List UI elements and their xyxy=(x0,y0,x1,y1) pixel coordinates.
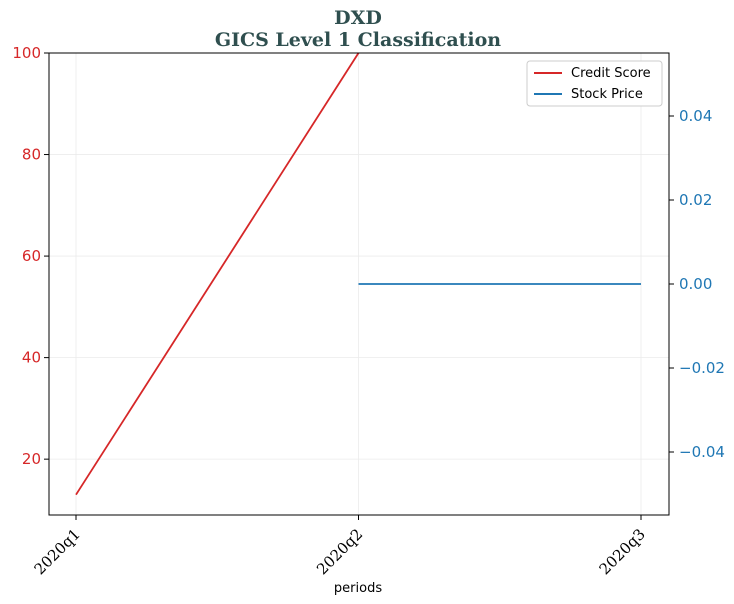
y-left-tick-label: 60 xyxy=(22,247,41,265)
y-right-tick-label: −0.02 xyxy=(679,359,725,377)
y-right-tick-label: 0.02 xyxy=(679,191,712,209)
chart-title: DXD xyxy=(334,7,382,29)
series-line-credit-score xyxy=(75,52,360,496)
y-left-tick-label: 80 xyxy=(22,146,41,164)
y-right-tick-label: 0.00 xyxy=(679,275,712,293)
axes: 2020q1 2020q2 2020q3 20 40 60 80 100 −0.04 −0.02 0… xyxy=(12,44,725,578)
y-left-tick-label: 40 xyxy=(22,349,41,367)
legend-label-stock-price: Stock Price xyxy=(571,87,643,102)
y-left-tick-label: 100 xyxy=(12,44,41,62)
plot-area xyxy=(75,52,641,496)
y-left-tick-label: 20 xyxy=(22,450,41,468)
grid-lines xyxy=(49,52,669,515)
x-tick-label: 2020q2 xyxy=(313,525,366,578)
legend-label-credit-score: Credit Score xyxy=(571,66,651,81)
legend: Credit Score Stock Price xyxy=(526,60,663,107)
x-tick-label: 2020q1 xyxy=(31,525,84,578)
x-tick-label: 2020q3 xyxy=(596,525,649,578)
y-right-tick-label: −0.04 xyxy=(679,443,725,461)
y-right-tick-label: 0.04 xyxy=(679,107,712,125)
x-axis-label: periods xyxy=(334,581,382,596)
chart-subtitle: GICS Level 1 Classification xyxy=(215,29,501,51)
